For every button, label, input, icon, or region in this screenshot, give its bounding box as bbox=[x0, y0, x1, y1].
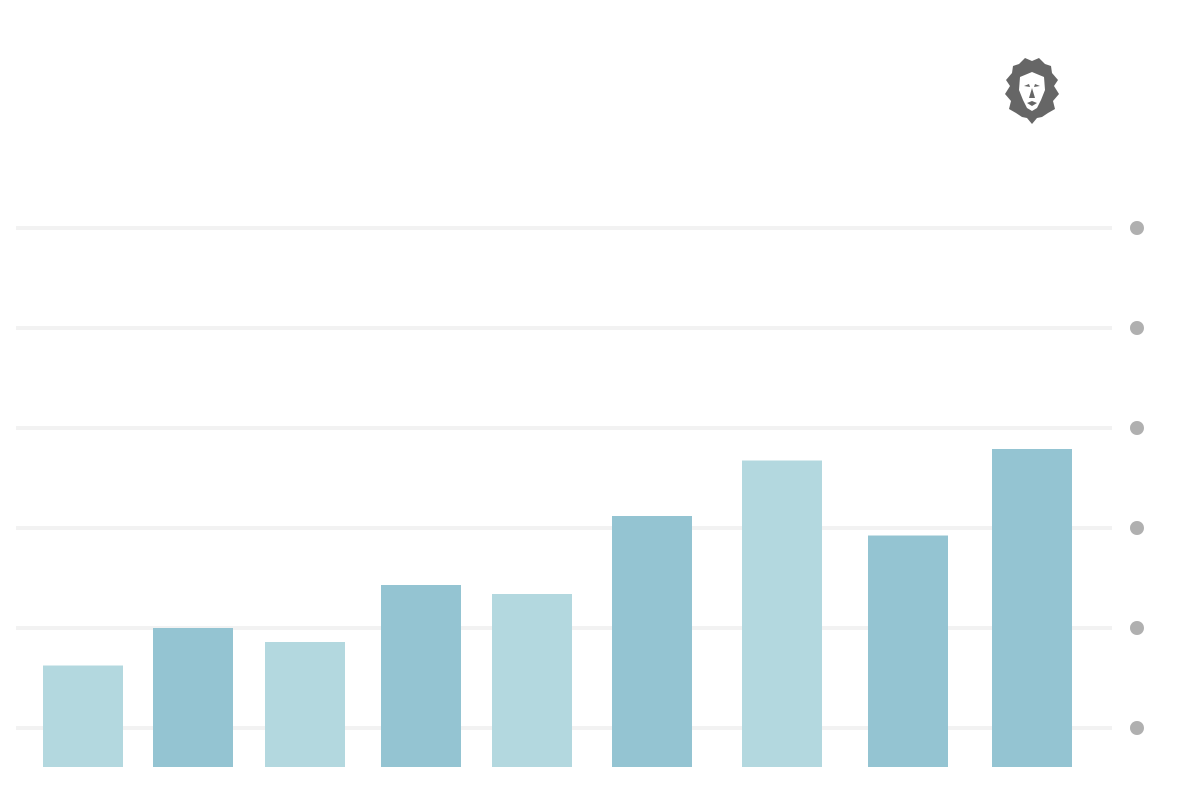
grid-marker-dot bbox=[1130, 221, 1144, 235]
grid-marker-dot bbox=[1130, 321, 1144, 335]
bar bbox=[265, 642, 345, 767]
bars bbox=[43, 449, 1072, 767]
bar bbox=[742, 460, 822, 767]
grid-marker-dot bbox=[1130, 421, 1144, 435]
bar bbox=[153, 628, 233, 767]
lion-eyes bbox=[1024, 84, 1040, 87]
grid-marker-dot bbox=[1130, 621, 1144, 635]
lion-head-icon bbox=[1005, 58, 1059, 124]
bar bbox=[43, 665, 123, 767]
grid-marker-dot bbox=[1130, 521, 1144, 535]
bar bbox=[381, 585, 461, 767]
bar bbox=[992, 449, 1072, 767]
lion-nose bbox=[1027, 88, 1037, 106]
grid-marker-dot bbox=[1130, 721, 1144, 735]
bar bbox=[868, 535, 948, 767]
bar bbox=[612, 516, 692, 767]
bar bbox=[492, 594, 572, 767]
